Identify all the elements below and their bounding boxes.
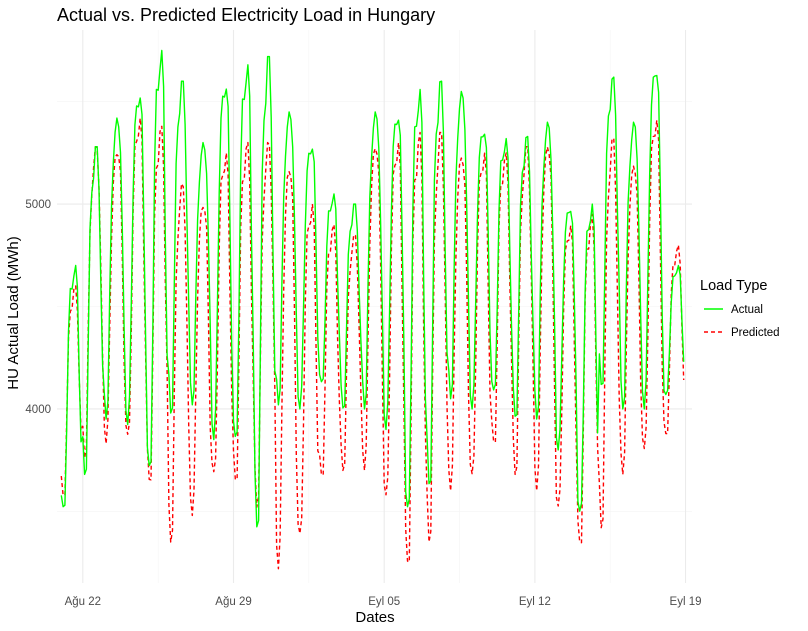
legend: Load Type Actual Predicted	[700, 278, 780, 339]
y-tick-labels: 4000 5000	[25, 199, 51, 416]
series-lines	[60, 49, 685, 570]
x-tick-label: Ağu 29	[215, 596, 251, 608]
x-tick-label: Eyl 12	[519, 596, 551, 608]
x-tick-label: Ağu 22	[65, 596, 101, 608]
series-line-actual	[60, 49, 685, 528]
y-tick-label: 4000	[25, 404, 51, 416]
x-tick-labels: Ağu 22 Ağu 29 Eyl 05 Eyl 12 Eyl 19	[65, 596, 702, 608]
legend-title: Load Type	[700, 278, 767, 294]
gridlines	[57, 30, 692, 583]
y-tick-label: 5000	[25, 199, 51, 211]
legend-label-actual: Actual	[731, 304, 763, 316]
x-axis-title: Dates	[355, 609, 394, 626]
x-tick-label: Eyl 19	[670, 596, 702, 608]
y-axis-title: HU Actual Load (MWh)	[5, 236, 22, 389]
chart-title: Actual vs. Predicted Electricity Load in…	[57, 5, 435, 25]
legend-label-predicted: Predicted	[731, 327, 780, 339]
x-tick-label: Eyl 05	[368, 596, 400, 608]
